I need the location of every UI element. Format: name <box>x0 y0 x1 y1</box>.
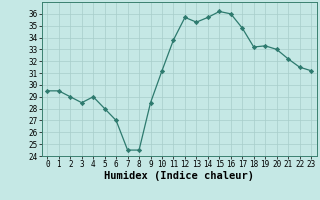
X-axis label: Humidex (Indice chaleur): Humidex (Indice chaleur) <box>104 171 254 181</box>
